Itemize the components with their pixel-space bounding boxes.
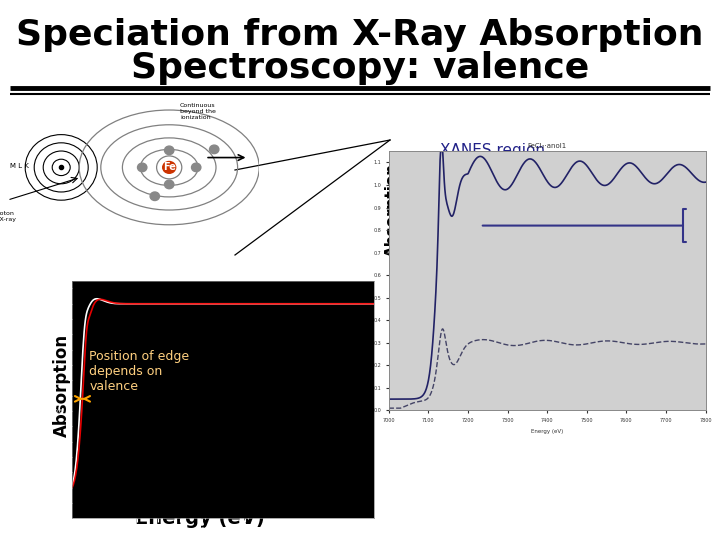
- Circle shape: [138, 163, 147, 172]
- Text: Energy (eV): Energy (eV): [135, 509, 265, 528]
- Text: Spectroscopy: valence: Spectroscopy: valence: [131, 51, 589, 85]
- Text: EXAFS region: EXAFS region: [530, 167, 632, 183]
- Text: Absorption: Absorption: [384, 163, 400, 257]
- Circle shape: [164, 180, 174, 188]
- Circle shape: [150, 192, 160, 200]
- Circle shape: [164, 146, 174, 154]
- Text: Fe: Fe: [163, 163, 176, 172]
- Circle shape: [210, 145, 219, 153]
- Text: Continuous
beyond the
ionization: Continuous beyond the ionization: [180, 104, 216, 120]
- Text: Energy (eV): Energy (eV): [510, 330, 640, 349]
- Circle shape: [192, 163, 201, 172]
- Circle shape: [163, 161, 176, 173]
- X-axis label: Energy (eV): Energy (eV): [531, 429, 563, 434]
- Text: Absorption: Absorption: [53, 333, 71, 436]
- Text: Speciation from X-Ray Absorption: Speciation from X-Ray Absorption: [17, 18, 703, 52]
- Title: FeCl₂·anol1: FeCl₂·anol1: [528, 144, 567, 150]
- Text: XANES region: XANES region: [440, 143, 545, 158]
- Text: Photon
or X-ray: Photon or X-ray: [0, 211, 16, 222]
- Text: M L K: M L K: [10, 163, 30, 169]
- Text: Position of edge
depends on
valence: Position of edge depends on valence: [89, 350, 189, 393]
